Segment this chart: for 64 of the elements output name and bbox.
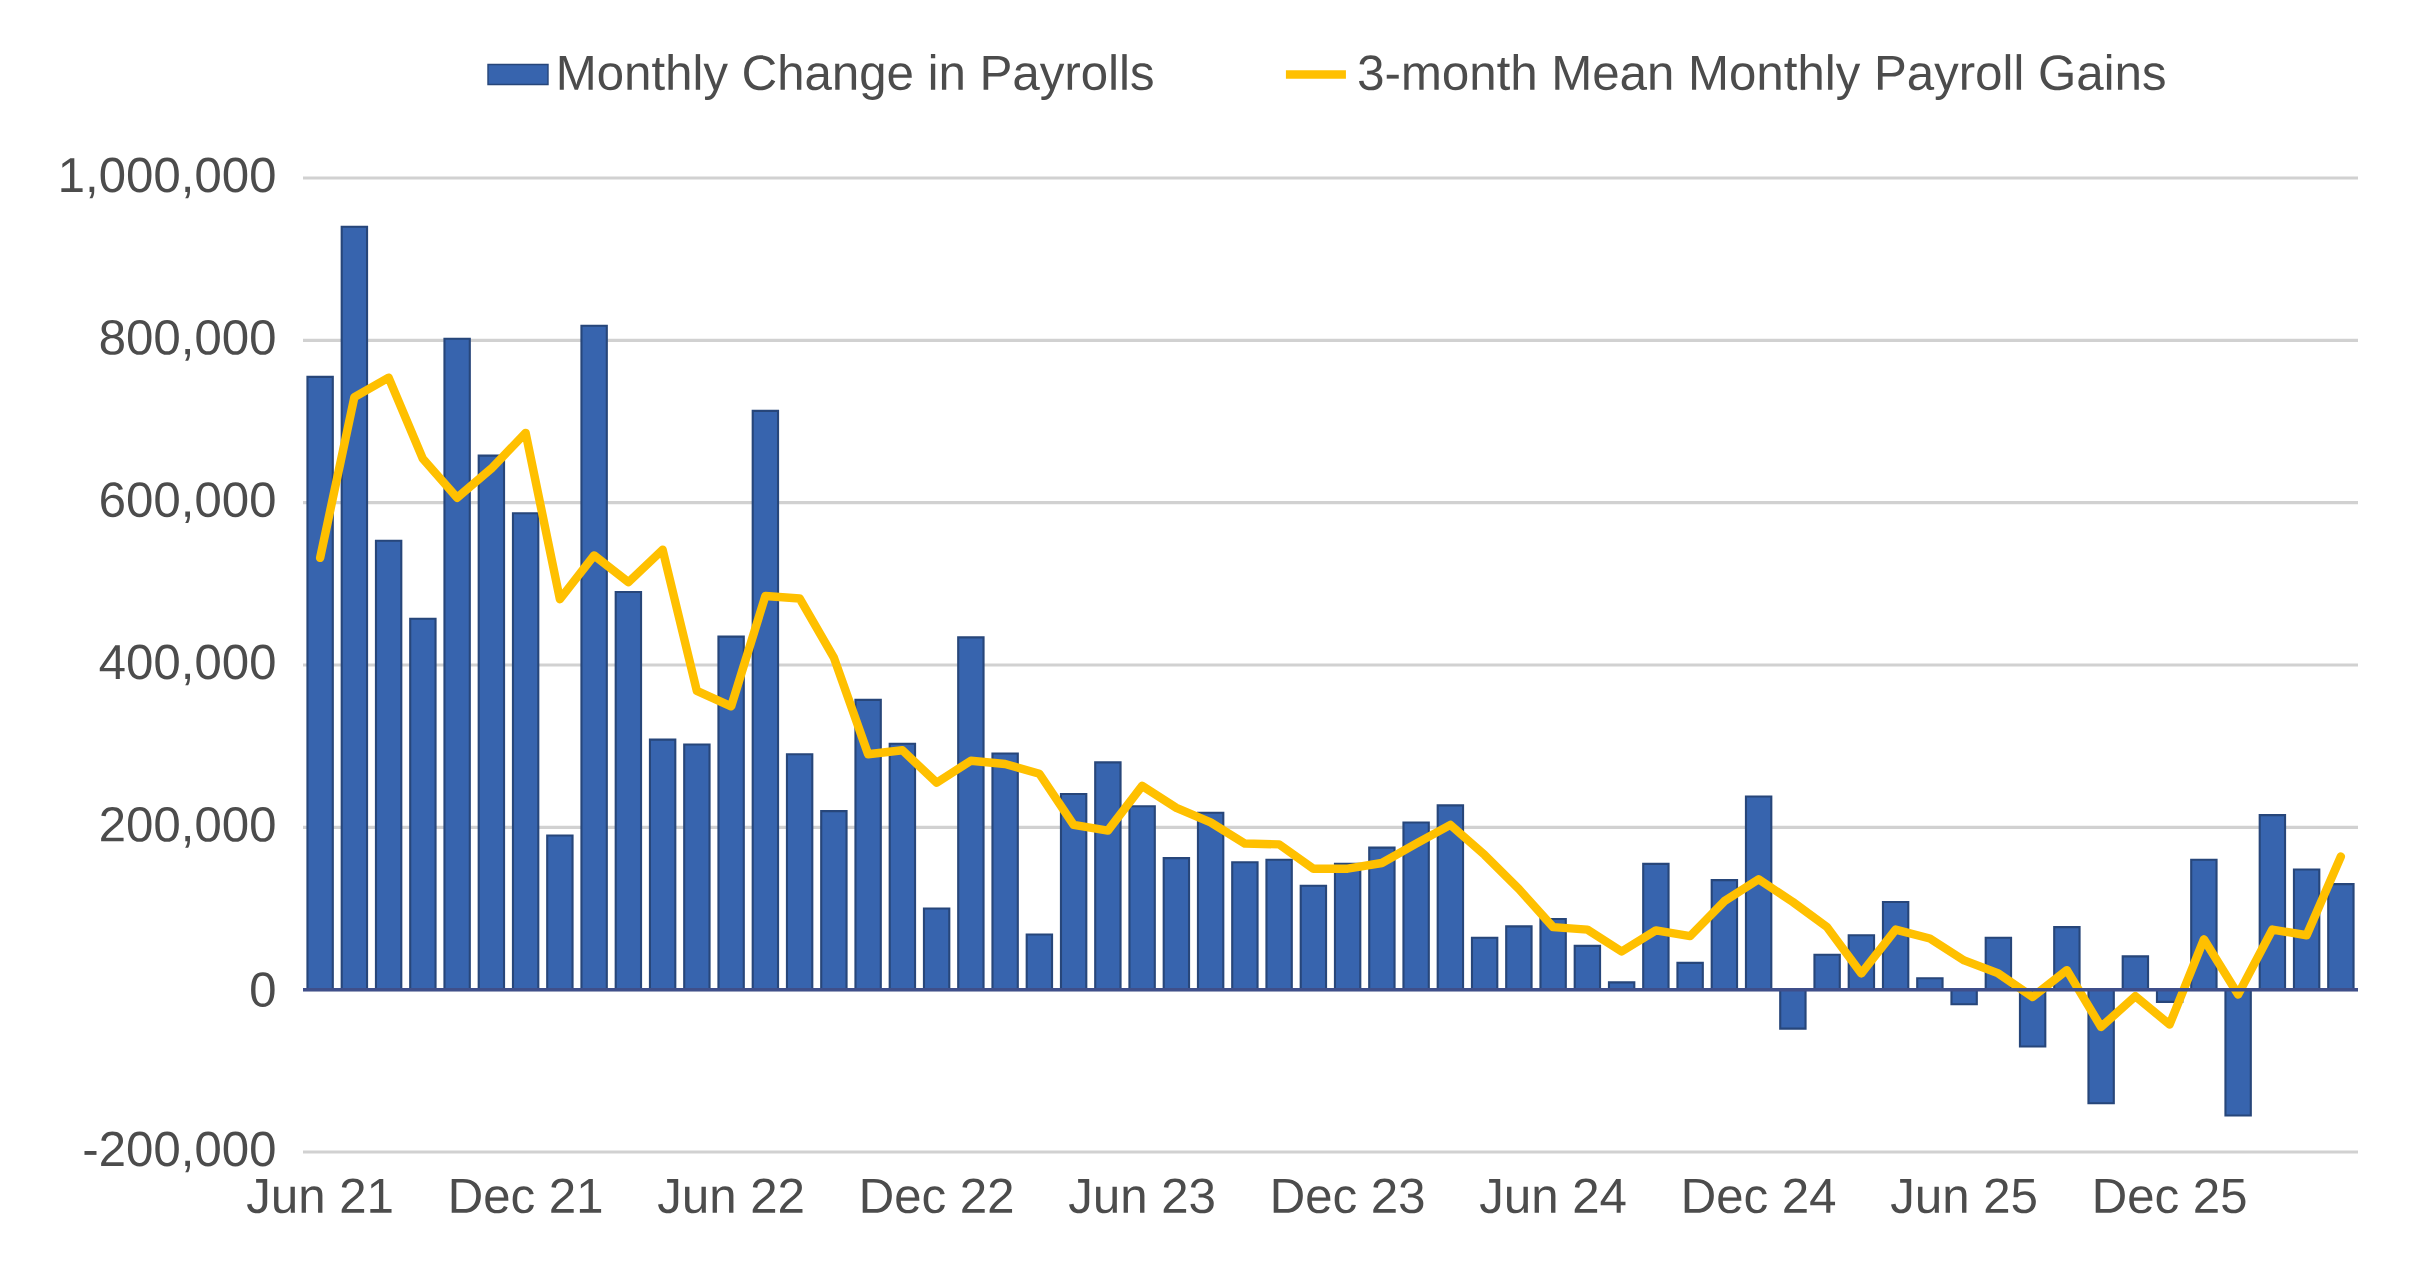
bar xyxy=(683,743,711,991)
bar xyxy=(2327,883,2355,991)
y-tick-label: -200,000 xyxy=(84,1131,275,1173)
bar xyxy=(888,742,917,991)
x-tick-label: Jun 21 xyxy=(247,1178,392,1214)
y-tick-label: 400,000 xyxy=(99,644,275,686)
bar xyxy=(1573,944,1602,991)
bar xyxy=(1094,761,1122,991)
bar xyxy=(374,539,403,991)
y-tick-label: 0 xyxy=(251,972,275,1008)
bar xyxy=(820,810,848,991)
bar xyxy=(306,375,334,991)
y-tick-label: 600,000 xyxy=(101,482,275,523)
bar xyxy=(1813,953,1841,991)
bar xyxy=(648,738,677,991)
bar xyxy=(922,907,951,991)
bar xyxy=(511,512,540,991)
bar xyxy=(1059,792,1088,991)
x-tick-label: Jun 23 xyxy=(1069,1178,1214,1214)
legend-label: 3-month Mean Monthly Payroll Gains xyxy=(1359,54,2165,100)
bar xyxy=(1779,988,1807,1030)
bar xyxy=(717,635,745,991)
bar xyxy=(1368,846,1396,991)
bar xyxy=(957,636,985,991)
bar xyxy=(854,698,882,991)
bar xyxy=(1025,933,1054,991)
bar xyxy=(1128,805,1156,991)
bar xyxy=(1299,884,1328,991)
x-tick-label: Jun 24 xyxy=(1480,1178,1626,1214)
bar xyxy=(1744,795,1773,991)
x-tick-label: Jun 22 xyxy=(658,1178,803,1214)
x-tick-label: Dec 25 xyxy=(2095,1178,2246,1214)
bar xyxy=(580,324,608,991)
bar xyxy=(340,225,369,991)
bar xyxy=(477,454,506,991)
y-tick-label: 800,000 xyxy=(100,319,275,361)
bar xyxy=(443,337,471,991)
x-tick-label: Dec 23 xyxy=(1273,1178,1424,1214)
bar xyxy=(1505,925,1533,991)
bar xyxy=(1436,804,1465,991)
x-tick-label: Dec 22 xyxy=(862,1178,1013,1214)
x-tick-label: Dec 24 xyxy=(1684,1178,1836,1214)
bar xyxy=(1333,862,1362,991)
bar xyxy=(2258,814,2287,991)
y-tick-label: 1,000,000 xyxy=(61,157,275,199)
bar xyxy=(1676,961,1704,991)
x-tick-label: Jun 25 xyxy=(1891,1178,2036,1214)
bar xyxy=(2224,988,2252,1117)
y-tick-label: 200,000 xyxy=(101,806,275,848)
bar xyxy=(1265,858,1293,991)
bar xyxy=(1162,857,1191,991)
bar xyxy=(991,752,1019,991)
bar xyxy=(2121,955,2150,991)
bar xyxy=(614,590,643,991)
bar xyxy=(785,753,814,991)
x-tick-label: Dec 21 xyxy=(451,1178,602,1214)
bar xyxy=(546,834,574,991)
bar xyxy=(1470,936,1499,991)
bar xyxy=(409,617,437,991)
legend-label: Monthly Change in Payrolls xyxy=(559,54,1153,100)
bar xyxy=(1231,861,1259,991)
bar xyxy=(1402,821,1430,991)
bar xyxy=(751,409,780,991)
bar xyxy=(1196,811,1225,991)
